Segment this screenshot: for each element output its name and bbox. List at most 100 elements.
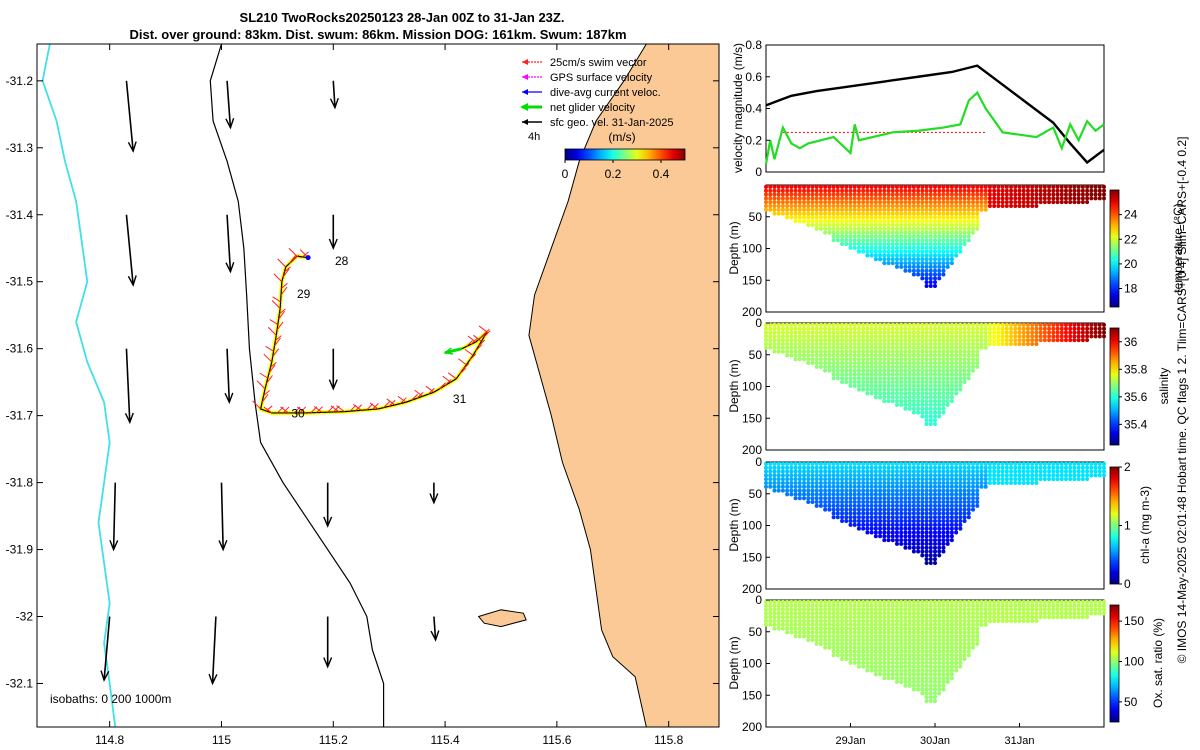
section-data-point — [911, 211, 916, 216]
section-data-point — [861, 349, 866, 354]
section-data-point — [924, 372, 929, 377]
section-data-point — [911, 676, 916, 681]
section-data-point — [933, 215, 937, 220]
section-data-point — [878, 649, 883, 654]
section-data-point — [764, 196, 768, 201]
section-data-point — [928, 253, 933, 258]
section-data-point — [911, 484, 916, 489]
section-data-point — [1034, 203, 1039, 208]
section-data-point — [772, 192, 777, 197]
section-data-point — [873, 653, 878, 658]
section-data-point — [1013, 611, 1018, 616]
section-data-point — [945, 249, 950, 254]
section-data-point — [1076, 184, 1081, 189]
section-data-point — [983, 203, 988, 208]
section-data-point — [945, 188, 950, 193]
section-data-point — [1047, 603, 1052, 608]
section-data-point — [979, 603, 984, 608]
section-data-point — [810, 603, 815, 608]
section-data-point — [907, 357, 912, 362]
section-data-point — [1017, 477, 1022, 482]
section-data-point — [937, 653, 942, 658]
section-data-point — [848, 345, 853, 350]
section-data-point — [852, 203, 857, 208]
section-data-point — [1093, 465, 1098, 470]
section-data-point — [848, 361, 853, 366]
section-data-point — [764, 607, 768, 612]
section-data-point — [1021, 326, 1026, 331]
section-data-point — [882, 330, 887, 335]
section-data-point — [768, 615, 773, 620]
section-data-point — [1085, 184, 1090, 189]
section-data-point — [818, 473, 823, 478]
section-data-point — [861, 361, 866, 366]
section-data-point — [899, 607, 904, 612]
section-data-point — [1000, 326, 1005, 331]
section-data-point — [941, 203, 946, 208]
section-data-point — [844, 226, 849, 231]
section-data-point — [873, 522, 878, 527]
section-data-point — [840, 630, 845, 635]
section-data-point — [823, 645, 828, 650]
section-data-point — [882, 645, 887, 650]
section-data-point — [945, 372, 950, 377]
section-data-point — [907, 530, 912, 535]
section-data-point — [1097, 188, 1102, 193]
section-data-point — [992, 599, 997, 604]
section-colorbar-tick-label: 36 — [1124, 335, 1138, 349]
section-data-point — [928, 249, 933, 254]
section-data-point — [873, 672, 878, 677]
section-data-point — [907, 657, 912, 662]
section-data-point — [890, 626, 895, 631]
section-data-point — [886, 507, 891, 512]
section-data-point — [785, 465, 790, 470]
section-data-point — [924, 687, 929, 692]
section-data-point — [785, 326, 790, 331]
section-data-point — [924, 465, 929, 470]
section-data-point — [907, 541, 912, 546]
section-data-point — [949, 215, 954, 220]
section-data-point — [920, 376, 925, 381]
section-data-point — [1047, 330, 1052, 335]
section-data-point — [1021, 599, 1026, 604]
section-data-point — [844, 368, 849, 373]
section-data-point — [886, 664, 891, 669]
section-data-point — [1021, 603, 1026, 608]
section-data-point — [1063, 611, 1068, 616]
section-data-point — [945, 257, 950, 262]
section-data-point — [873, 253, 878, 258]
section-data-point — [1025, 480, 1030, 485]
section-data-point — [954, 653, 959, 658]
section-data-point — [928, 488, 933, 493]
section-data-point — [894, 599, 899, 604]
section-data-point — [899, 249, 904, 254]
section-data-point — [827, 196, 832, 201]
section-data-point — [840, 618, 845, 623]
section-data-point — [806, 196, 811, 201]
section-data-point — [1021, 477, 1026, 482]
section-data-point — [992, 188, 997, 193]
section-data-point — [945, 496, 950, 501]
section-data-point — [933, 242, 937, 247]
section-data-point — [954, 349, 959, 354]
section-data-point — [916, 500, 921, 505]
section-data-point — [933, 245, 937, 250]
section-data-point — [882, 345, 887, 350]
section-data-point — [987, 599, 992, 604]
section-data-point — [890, 668, 895, 673]
section-data-point — [949, 660, 954, 665]
section-data-point — [852, 484, 857, 489]
section-colorbar-tick-label: 35.6 — [1124, 390, 1148, 404]
section-data-point — [992, 615, 997, 620]
section-data-point — [903, 249, 908, 254]
section-data-point — [916, 257, 921, 262]
section-data-point — [937, 618, 942, 623]
section-data-point — [856, 376, 861, 381]
section-data-point — [987, 480, 992, 485]
section-data-point — [827, 611, 832, 616]
section-data-point — [852, 496, 857, 501]
section-data-point — [937, 238, 942, 243]
section-data-point — [865, 219, 870, 224]
section-data-point — [966, 238, 971, 243]
section-data-point — [949, 188, 954, 193]
